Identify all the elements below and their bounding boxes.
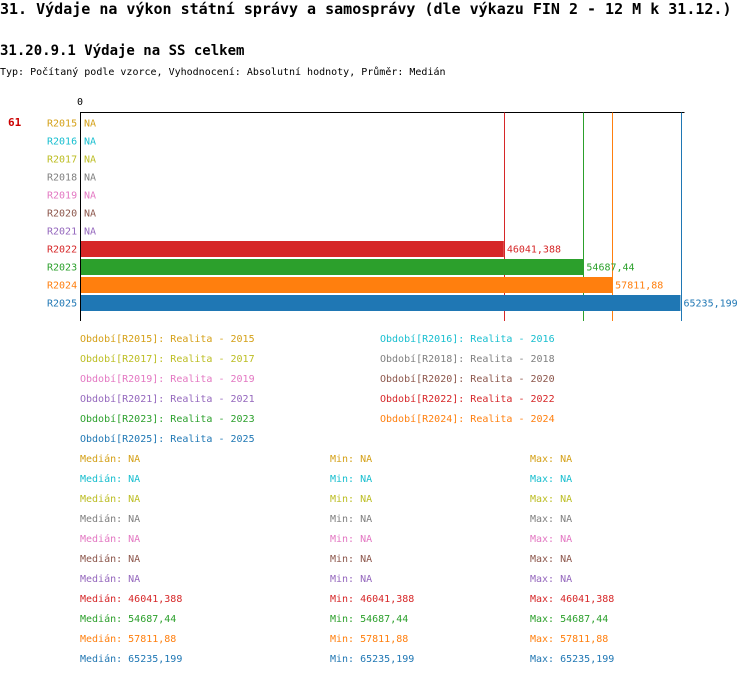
legend-item: Období[R2024]: Realita - 2024 [380,414,555,425]
category-label-r2021: R2021 [47,227,77,238]
stat-median: Medián: NA [80,514,141,525]
value-label-r2019: NA [84,191,96,202]
page-title: 31. Výdaje na výkon státní správy a samo… [0,0,732,18]
category-label-r2016: R2016 [47,137,77,148]
value-label-r2023: 54687,44 [586,263,634,274]
legend-item: Období[R2016]: Realita - 2016 [380,334,555,345]
legend-item: Období[R2021]: Realita - 2021 [80,394,255,405]
stat-median: Medián: NA [80,494,141,505]
stat-min: Min: NA [330,474,373,485]
stat-max: Max: NA [530,514,573,525]
stat-min: Min: 54687,44 [330,614,409,625]
axis-zero-label: 0 [77,97,83,108]
category-label-r2022: R2022 [47,245,77,256]
value-label-r2017: NA [84,155,96,166]
stat-median: Medián: 46041,388 [80,594,183,605]
stat-min: Min: NA [330,494,373,505]
value-label-r2020: NA [84,209,96,220]
stat-median: Medián: 54687,44 [80,614,177,625]
stat-median: Medián: NA [80,474,141,485]
stat-max: Max: 65235,199 [530,654,615,665]
stat-max: Max: NA [530,534,573,545]
category-label-r2015: R2015 [47,119,77,130]
stat-median: Medián: NA [80,574,141,585]
bar-r2024 [80,277,613,293]
value-label-r2025: 65235,199 [684,299,738,310]
legend-item: Období[R2023]: Realita - 2023 [80,414,255,425]
stat-max: Max: NA [530,574,573,585]
value-label-r2015: NA [84,119,96,130]
category-label-r2025: R2025 [47,299,77,310]
stat-max: Max: NA [530,494,573,505]
stat-min: Min: NA [330,514,373,525]
stat-median: Medián: 65235,199 [80,654,183,665]
bar-r2022 [80,241,504,257]
category-label-r2017: R2017 [47,155,77,166]
legend-item: Období[R2025]: Realita - 2025 [80,434,255,445]
stat-min: Min: 57811,88 [330,634,409,645]
stat-max: Max: 54687,44 [530,614,609,625]
bar-r2025 [80,295,681,311]
category-label-r2020: R2020 [47,209,77,220]
indicator-title: 31.20.9.1 Výdaje na SS celkem [0,43,245,59]
legend-item: Období[R2022]: Realita - 2022 [380,394,555,405]
legend-item: Období[R2017]: Realita - 2017 [80,354,255,365]
stat-min: Min: 46041,388 [330,594,415,605]
category-label-r2018: R2018 [47,173,77,184]
stat-median: Medián: NA [80,534,141,545]
stat-min: Min: NA [330,534,373,545]
bar-r2023 [80,259,584,275]
stat-min: Min: 65235,199 [330,654,415,665]
stat-max: Max: NA [530,474,573,485]
legend-item: Období[R2015]: Realita - 2015 [80,334,255,345]
legend-item: Období[R2019]: Realita - 2019 [80,374,255,385]
category-label-r2023: R2023 [47,263,77,274]
legend-item: Období[R2020]: Realita - 2020 [380,374,555,385]
row-number: 61 [8,116,22,129]
stat-max: Max: NA [530,454,573,465]
stat-max: Max: 46041,388 [530,594,615,605]
value-label-r2024: 57811,88 [615,281,663,292]
stat-min: Min: NA [330,454,373,465]
category-label-r2019: R2019 [47,191,77,202]
value-label-r2021: NA [84,227,96,238]
value-label-r2018: NA [84,173,96,184]
legend-item: Období[R2018]: Realita - 2018 [380,354,555,365]
value-label-r2016: NA [84,137,96,148]
value-label-r2022: 46041,388 [507,245,561,256]
indicator-meta: Typ: Počítaný podle vzorce, Vyhodnocení:… [0,67,446,78]
stat-median: Medián: 57811,88 [80,634,177,645]
stat-max: Max: 57811,88 [530,634,609,645]
stat-max: Max: NA [530,554,573,565]
category-label-r2024: R2024 [47,281,77,292]
stat-median: Medián: NA [80,554,141,565]
stat-median: Medián: NA [80,454,141,465]
stat-min: Min: NA [330,574,373,585]
stat-min: Min: NA [330,554,373,565]
